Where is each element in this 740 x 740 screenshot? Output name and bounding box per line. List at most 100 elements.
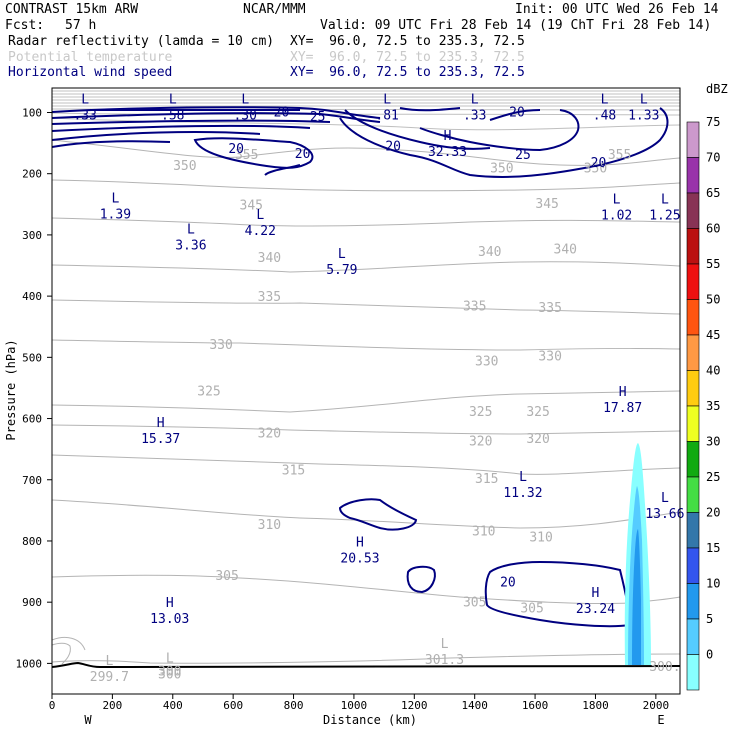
- extremum-value: 13.03: [150, 612, 189, 627]
- legend-wind: Horizontal wind speed: [8, 65, 173, 80]
- extremum-value: .58: [161, 108, 184, 123]
- extremum-kind: L: [111, 191, 119, 206]
- theta-label: 355: [235, 148, 258, 163]
- theta-label: 350: [584, 162, 607, 177]
- wind-label: 20: [591, 156, 607, 171]
- extremum-value: 32.33: [428, 145, 467, 160]
- wind-label: 20: [500, 575, 516, 590]
- theta-label: 330: [209, 338, 232, 353]
- colorbar-swatch: [686, 405, 700, 442]
- colorbar-label: 15: [706, 541, 720, 555]
- colorbar-swatch: [686, 583, 700, 620]
- colorbar-label: 55: [706, 257, 720, 271]
- legend-wind-xy: XY= 96.0, 72.5 to 235.3, 72.5: [290, 65, 525, 80]
- wind-label: 25: [515, 148, 531, 163]
- colorbar-swatch: [686, 334, 700, 371]
- theta-label: 330: [475, 354, 498, 369]
- model-title: CONTRAST 15km ARW: [5, 2, 139, 17]
- legend-reflectivity-xy: XY= 96.0, 72.5 to 235.3, 72.5: [290, 34, 525, 49]
- extremum-value: 1.02: [601, 209, 632, 224]
- theta-label: 335: [538, 301, 561, 316]
- y-tick-label: 300: [22, 229, 42, 242]
- y-tick-label: 800: [22, 535, 42, 548]
- y-tick-label: 900: [22, 596, 42, 609]
- extremum-kind: L: [661, 491, 669, 506]
- extremum-value: 23.24: [576, 602, 615, 617]
- extremum-kind: L: [187, 223, 195, 238]
- theta-label: 325: [469, 405, 492, 420]
- theta-label: 305: [520, 602, 543, 617]
- x-tick-label: 1800: [582, 699, 609, 712]
- extrema-labels: L.33L.58L.30L.81L.33L.48L1.33H32.33L1.39…: [73, 92, 684, 685]
- wind-label: 25: [310, 110, 326, 125]
- legend-reflectivity: Radar reflectivity (lamda = 10 cm): [8, 34, 275, 49]
- theta-label: 350: [173, 159, 196, 174]
- colorbar-label: 5: [706, 612, 713, 626]
- legend-theta-xy: XY= 96.0, 72.5 to 235.3, 72.5: [290, 50, 525, 65]
- colorbar-swatch: [686, 547, 700, 584]
- extremum-value: 1.33: [628, 108, 659, 123]
- extremum-kind: L: [241, 92, 249, 107]
- wind-label: 20: [228, 142, 244, 157]
- extremum-value: .33: [463, 108, 486, 123]
- x-tick-label: 0: [49, 699, 56, 712]
- fcst-label: Fcst:: [5, 18, 45, 33]
- x-tick-label: 200: [102, 699, 122, 712]
- y-axis: 100 200 300 400 500 600 700 800 900 1000: [16, 106, 52, 670]
- extremum-value: 13.66: [645, 507, 684, 522]
- x-tick-label: 1200: [401, 699, 428, 712]
- ground-line: [51, 661, 681, 669]
- colorbar-swatch: [686, 157, 700, 194]
- theta-label: 345: [240, 198, 263, 213]
- theta-contours: [51, 139, 681, 665]
- extremum-kind: L: [601, 92, 609, 107]
- extremum-value: 1.25: [649, 209, 680, 224]
- extremum-value: 3.36: [175, 239, 206, 254]
- theta-label: 300.: [649, 660, 680, 675]
- extremum-kind: L: [169, 92, 177, 107]
- extremum-kind: H: [166, 596, 174, 611]
- x-tick-label: 400: [163, 699, 183, 712]
- extremum-kind: L: [519, 470, 527, 485]
- extremum-value: .81: [375, 108, 398, 123]
- theta-label: 330: [538, 349, 561, 364]
- x-tick-label: 1600: [522, 699, 549, 712]
- extremum-kind: L: [661, 193, 669, 208]
- x-tick-label: 2000: [643, 699, 670, 712]
- extremum-value: 17.87: [603, 401, 642, 416]
- y-tick-label: 400: [22, 290, 42, 303]
- theta-label: 325: [526, 405, 549, 420]
- theta-label: 355: [608, 148, 631, 163]
- wind-contours: [51, 106, 669, 628]
- colorbar-swatch: [686, 263, 700, 300]
- theta-label: 335: [258, 290, 281, 305]
- extremum-value: 20.53: [340, 551, 379, 566]
- extremum-kind: H: [592, 586, 600, 601]
- wind-labels: 20 25 20 20 20 20 25 20 20: [228, 105, 606, 590]
- theta-label: 325: [197, 384, 220, 399]
- x-tick-label: 1000: [341, 699, 368, 712]
- extremum-kind: L: [471, 92, 479, 107]
- theta-label: 340: [478, 245, 501, 260]
- extremum-value: .48: [593, 108, 616, 123]
- extremum-kind: H: [619, 385, 627, 400]
- x-end-left: W: [84, 713, 92, 727]
- theta-label: 310: [472, 525, 495, 540]
- extremum-value: 299.7: [90, 670, 129, 685]
- extremum-value: 5.79: [326, 263, 357, 278]
- reflectivity-column: [624, 443, 651, 665]
- x-tick-label: 600: [223, 699, 243, 712]
- colorbar-swatch: [686, 192, 700, 229]
- y-tick-label: 100: [22, 106, 42, 119]
- theta-label: 310: [258, 518, 281, 533]
- y-tick-label: 700: [22, 474, 42, 487]
- theta-label: 350: [490, 162, 513, 177]
- extremum-kind: L: [256, 208, 264, 223]
- theta-label: 300: [158, 665, 181, 680]
- theta-label: 340: [554, 242, 577, 257]
- y-axis-title: Pressure (hPa): [4, 339, 18, 440]
- colorbar-label: 20: [706, 506, 720, 520]
- extremum-kind: L: [338, 247, 346, 262]
